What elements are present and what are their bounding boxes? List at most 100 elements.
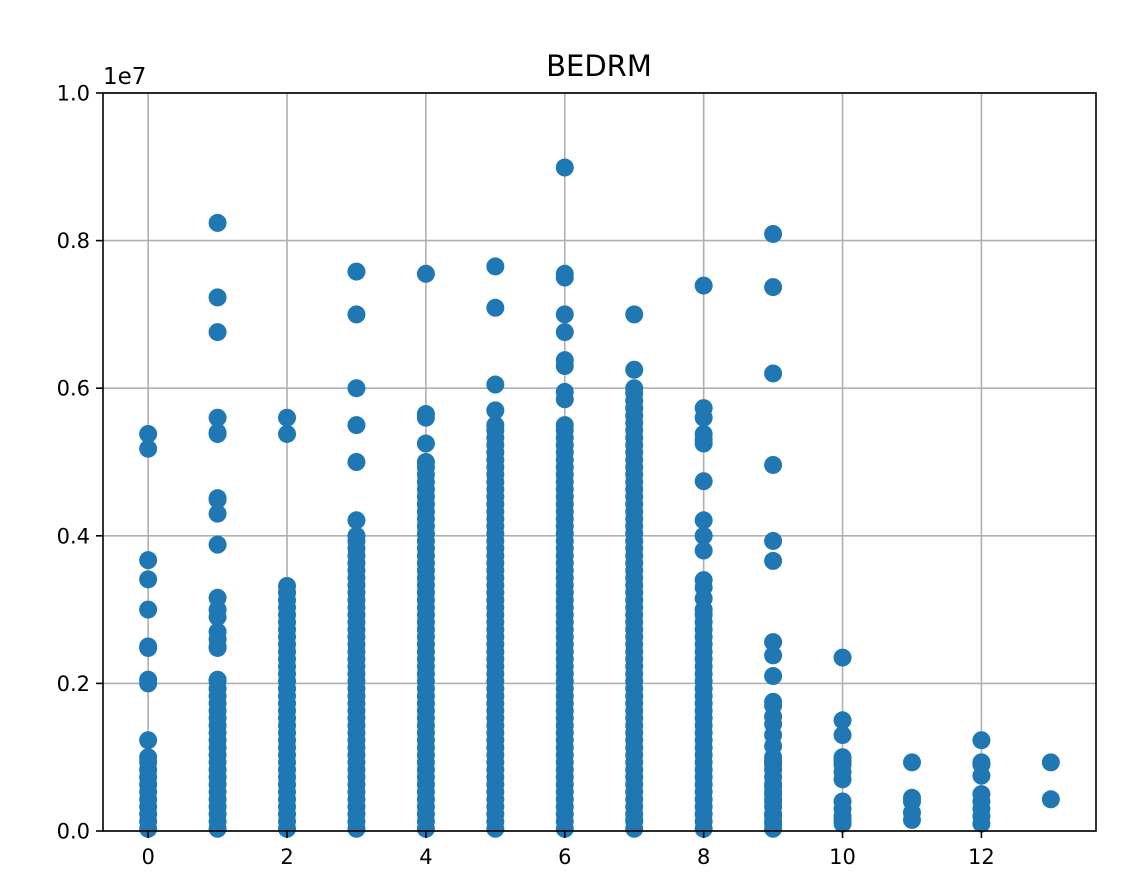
data-point [347, 511, 366, 530]
data-point [139, 439, 158, 458]
x-tick-label: 8 [697, 845, 710, 869]
data-point [486, 257, 505, 276]
data-point [555, 390, 574, 409]
data-point [833, 648, 852, 667]
data-point [555, 158, 574, 177]
data-point [1041, 753, 1060, 772]
data-point [139, 748, 158, 767]
data-point [833, 770, 852, 789]
y-tick-label: 0.8 [57, 229, 90, 253]
data-point [694, 589, 713, 608]
data-point [208, 607, 227, 626]
data-point [555, 268, 574, 287]
data-point [347, 379, 366, 398]
chart-title: BEDRM [546, 49, 652, 83]
data-point [208, 490, 227, 509]
data-point [486, 416, 505, 435]
y-tick-label: 0.4 [57, 524, 90, 548]
data-point [764, 531, 783, 550]
data-point [694, 511, 713, 530]
data-point [208, 535, 227, 554]
data-point [486, 375, 505, 394]
data-point [1041, 790, 1060, 809]
data-point [764, 667, 783, 686]
data-point [278, 424, 297, 443]
data-point [139, 600, 158, 619]
data-point [555, 323, 574, 342]
y-axis-ticks: 0.0 0.2 0.4 0.6 0.8 1.0 [57, 82, 103, 844]
data-point [347, 526, 366, 545]
data-point [764, 455, 783, 474]
data-point [694, 276, 713, 295]
data-point [278, 576, 297, 595]
y-offset-label: 1e7 [103, 64, 146, 90]
data-point [278, 408, 297, 427]
data-point [764, 633, 783, 652]
data-point [416, 453, 435, 471]
data-point [694, 408, 713, 427]
data-point [347, 453, 366, 471]
data-point [347, 416, 366, 435]
y-tick-label: 1.0 [57, 82, 90, 106]
y-tick-label: 0.6 [57, 377, 90, 401]
data-point [139, 424, 158, 443]
data-point [972, 731, 991, 750]
grid-lines [103, 92, 1096, 832]
x-tick-label: 6 [558, 845, 571, 869]
data-points [139, 158, 1060, 838]
data-point [208, 213, 227, 232]
data-point [416, 408, 435, 427]
data-point [555, 357, 574, 376]
data-point [139, 551, 158, 570]
data-point [625, 360, 644, 379]
y-tick-label: 0.0 [57, 820, 90, 844]
data-point [555, 416, 574, 435]
data-point [208, 288, 227, 307]
data-point [764, 278, 783, 297]
plot-frame [102, 92, 1097, 832]
data-point [416, 434, 435, 453]
data-point [694, 434, 713, 453]
data-point [486, 401, 505, 420]
data-point [139, 731, 158, 750]
x-tick-label: 2 [280, 845, 293, 869]
data-point [764, 224, 783, 243]
data-point [764, 737, 783, 756]
data-point [208, 504, 227, 523]
data-point [764, 551, 783, 570]
data-point [625, 810, 644, 829]
data-point [833, 814, 852, 833]
data-point [902, 810, 921, 829]
data-point [764, 814, 783, 833]
data-point [139, 638, 158, 657]
data-point [208, 424, 227, 443]
data-point [347, 305, 366, 324]
x-tick-label: 4 [419, 845, 432, 869]
data-point [694, 472, 713, 491]
data-point [555, 305, 574, 324]
data-point [208, 638, 227, 657]
data-point [694, 526, 713, 545]
data-point [208, 670, 227, 689]
data-point [486, 298, 505, 317]
data-point [347, 262, 366, 281]
data-point [764, 755, 783, 774]
y-tick-label: 0.2 [57, 672, 90, 696]
data-point [625, 305, 644, 324]
x-tick-label: 12 [968, 845, 995, 869]
data-point [139, 674, 158, 693]
data-point [416, 264, 435, 283]
data-point [625, 379, 644, 398]
data-point [208, 408, 227, 427]
x-tick-label: 0 [141, 845, 154, 869]
x-axis-ticks: 0 2 4 6 8 10 12 [141, 831, 995, 869]
data-point [833, 711, 852, 730]
data-point [764, 364, 783, 383]
data-point [833, 726, 852, 745]
data-point [902, 753, 921, 772]
x-tick-label: 10 [829, 845, 856, 869]
data-point [972, 814, 991, 833]
data-point [694, 541, 713, 560]
data-point [139, 570, 158, 589]
